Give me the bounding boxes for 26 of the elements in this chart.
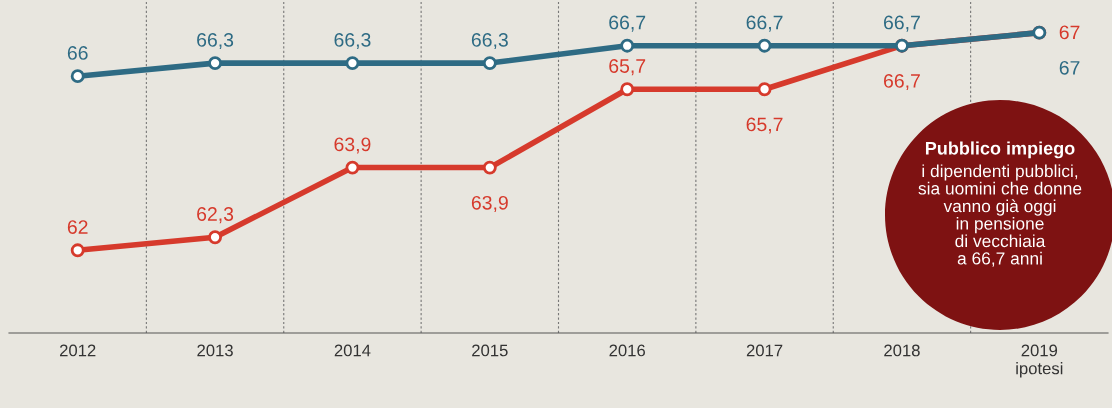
x-tick-label: 2019 ipotesi <box>1016 344 1063 378</box>
x-tick-label: 2016 <box>609 344 645 357</box>
x-tick-label: 2012 <box>59 344 96 357</box>
data-label: 63,9 <box>471 195 508 212</box>
data-label: 62 <box>67 220 88 234</box>
data-label: 65,7 <box>609 59 646 76</box>
data-label: 62,3 <box>197 207 234 224</box>
data-label: 63,9 <box>334 137 371 154</box>
annotation: Pubblico impiego <box>925 141 1075 159</box>
x-tick-label: 2018 <box>884 344 920 357</box>
data-label: 66 <box>67 46 88 60</box>
data-label: 66,7 <box>609 15 646 32</box>
data-label: 66,3 <box>334 33 371 50</box>
x-tick-label: 2015 <box>472 344 508 357</box>
data-label: 66,3 <box>197 33 234 50</box>
data-label: 66,7 <box>746 15 783 32</box>
data-label: 67 <box>1059 25 1080 40</box>
annotation: i dipendenti pubblici, sia uomini che donne vanno già oggi in pensione di vecchiaia a 66,7 anni <box>918 164 1082 267</box>
data-label: 66,7 <box>884 15 920 32</box>
data-label: 66,3 <box>471 33 508 50</box>
x-tick-label: 2013 <box>197 344 233 357</box>
x-tick-label: 2017 <box>746 344 783 357</box>
data-label: 66,7 <box>884 74 920 91</box>
x-tick-label: 2014 <box>334 344 371 357</box>
data-label: 67 <box>1059 60 1080 75</box>
data-label: 65,7 <box>746 117 783 134</box>
